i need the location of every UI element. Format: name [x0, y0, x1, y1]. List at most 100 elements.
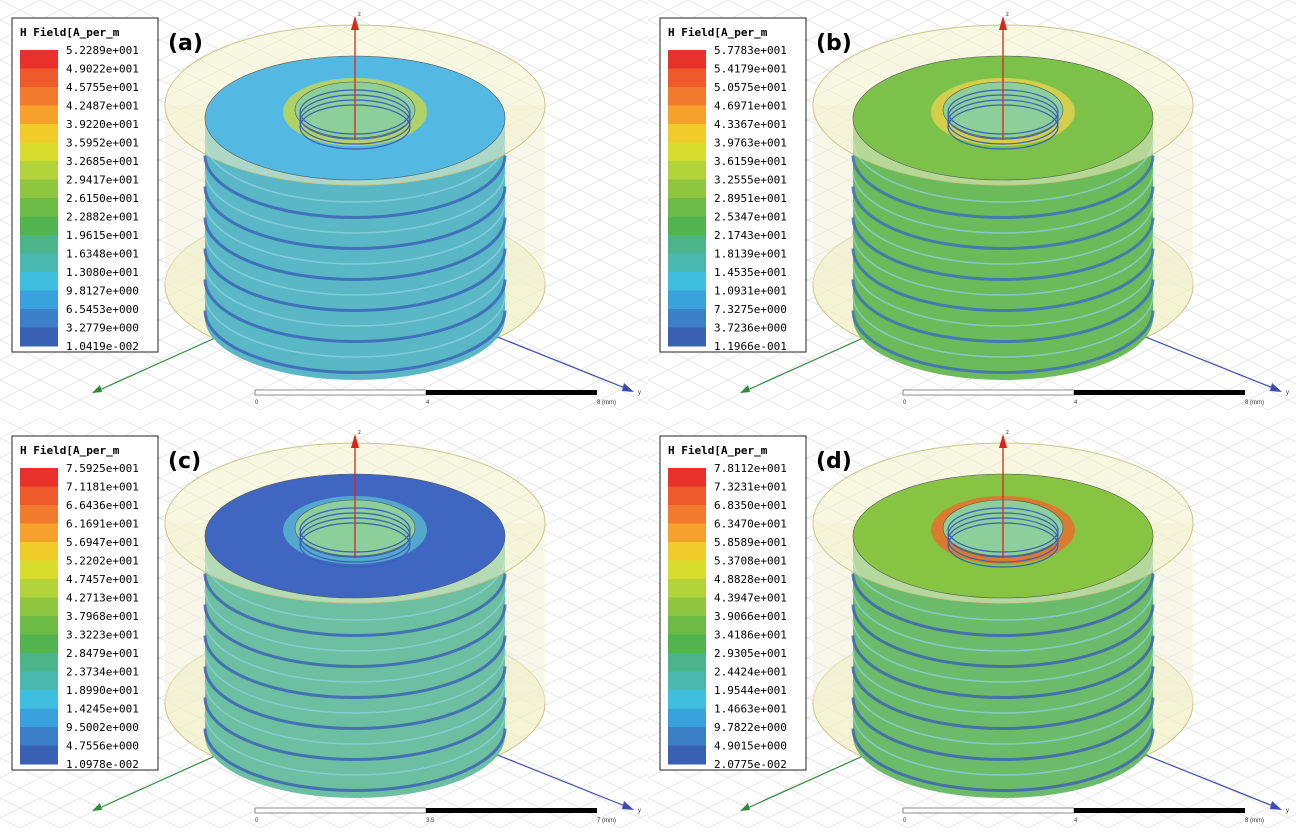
legend-label: 2.8479e+001 — [66, 647, 139, 660]
legend-swatch — [20, 253, 58, 273]
legend-swatch — [20, 290, 58, 310]
legend-swatch — [20, 179, 58, 199]
panel-label: (d) — [816, 449, 852, 474]
legend-label: 3.9220e+001 — [66, 118, 139, 131]
legend-swatch — [668, 653, 706, 672]
stripe — [203, 186, 507, 250]
legend-label: 3.2685e+001 — [66, 155, 139, 168]
stripe — [203, 217, 507, 281]
scale-label: 8 (mm) — [1245, 400, 1264, 406]
legend-label: 2.0775e-002 — [714, 758, 787, 771]
stripe — [851, 217, 1155, 281]
legend-label: 3.9763e+001 — [714, 137, 787, 150]
axis-y-head — [622, 801, 634, 810]
legend-label: 9.7822e+000 — [714, 721, 787, 734]
legend-label: 9.5002e+000 — [66, 721, 139, 734]
legend-swatch — [20, 142, 58, 162]
scale-label: 3.5 — [426, 818, 435, 824]
legend-swatch — [20, 272, 58, 291]
legend-swatch — [668, 309, 706, 328]
axis-label: y — [1286, 808, 1289, 814]
scale-white — [254, 807, 427, 814]
legend-swatch — [668, 253, 706, 273]
axis-x-head — [92, 803, 102, 811]
scale-label: 0 — [255, 818, 259, 824]
stripe — [852, 294, 1154, 358]
legend-label: 1.8990e+001 — [66, 684, 139, 697]
stripe — [851, 279, 1155, 343]
scale-label: 7 (mm) — [597, 818, 616, 824]
stripe — [203, 728, 507, 792]
panel: z y (b) 0 4 8 (mm) H Field[A_per_m 5.7783e+001 5… — [648, 0, 1296, 410]
legend-swatch — [20, 486, 58, 506]
legend-label: 3.3223e+001 — [66, 629, 139, 642]
legend-label: 7.8112e+001 — [714, 462, 787, 475]
scale-label: 8 (mm) — [1245, 818, 1264, 824]
legend-label: 4.7457e+001 — [66, 573, 139, 586]
stripe — [851, 155, 1155, 219]
legend-swatch — [20, 653, 58, 672]
stripe — [204, 201, 506, 265]
legend-label: 7.3275e+000 — [714, 303, 787, 316]
legend-swatch — [668, 523, 706, 543]
stripe — [851, 604, 1155, 668]
legend-title: H Field[A_per_m — [668, 444, 768, 457]
axis-label: y — [638, 390, 641, 396]
legend-label: 2.9417e+001 — [66, 174, 139, 187]
stripe — [852, 650, 1154, 714]
panel-label: (c) — [168, 449, 201, 474]
legend-swatch — [20, 523, 58, 543]
legend-label: 3.6159e+001 — [714, 155, 787, 168]
axis-label: z — [358, 430, 361, 436]
scale-label: 4 — [1074, 818, 1078, 824]
legend-swatch — [668, 142, 706, 162]
legend-label: 1.9615e+001 — [66, 229, 139, 242]
stripe — [852, 588, 1154, 652]
legend-label: 1.1966e-001 — [714, 340, 787, 353]
stripe — [852, 557, 1154, 621]
legend-swatch — [668, 105, 706, 125]
legend-swatch — [20, 50, 58, 69]
legend-swatch — [668, 560, 706, 580]
legend-label: 5.2202e+001 — [66, 555, 139, 568]
legend-swatch — [20, 505, 58, 524]
legend-label: 5.7783e+001 — [714, 44, 787, 57]
legend-label: 1.4245e+001 — [66, 703, 139, 716]
legend-label: 3.5952e+001 — [66, 137, 139, 150]
legend-label: 1.4663e+001 — [714, 703, 787, 716]
legend-swatch — [668, 327, 706, 347]
legend-swatch — [668, 161, 706, 180]
legend-label: 2.6150e+001 — [66, 192, 139, 205]
stripe — [203, 310, 507, 374]
legend-label: 1.9544e+001 — [714, 684, 787, 697]
stripe — [852, 170, 1154, 234]
legend-swatch — [668, 616, 706, 635]
legend-swatch — [668, 216, 706, 236]
stripe — [851, 186, 1155, 250]
stripe — [851, 728, 1155, 792]
stripe — [203, 279, 507, 343]
axis-z-head — [351, 434, 359, 448]
legend-swatch — [668, 87, 706, 106]
legend-swatch — [20, 560, 58, 580]
stripe — [851, 310, 1155, 374]
legend-swatch — [20, 690, 58, 709]
legend-label: 6.6436e+001 — [66, 499, 139, 512]
axis-y-head — [1270, 801, 1282, 810]
stripe — [203, 248, 507, 312]
legend-label: 4.5755e+001 — [66, 81, 139, 94]
stripe — [203, 635, 507, 699]
axis-label: z — [1006, 430, 1009, 436]
legend-swatch — [20, 634, 58, 654]
legend-label: 2.9305e+001 — [714, 647, 787, 660]
legend-label: 3.2779e+000 — [66, 322, 139, 335]
stripe — [204, 170, 506, 234]
legend-label: 2.8951e+001 — [714, 192, 787, 205]
stripe — [203, 697, 507, 761]
panel-label: (b) — [816, 31, 852, 56]
axis-label: y — [1286, 390, 1289, 396]
stripe — [851, 573, 1155, 637]
axis-x-head — [740, 385, 750, 393]
stripe — [852, 201, 1154, 265]
